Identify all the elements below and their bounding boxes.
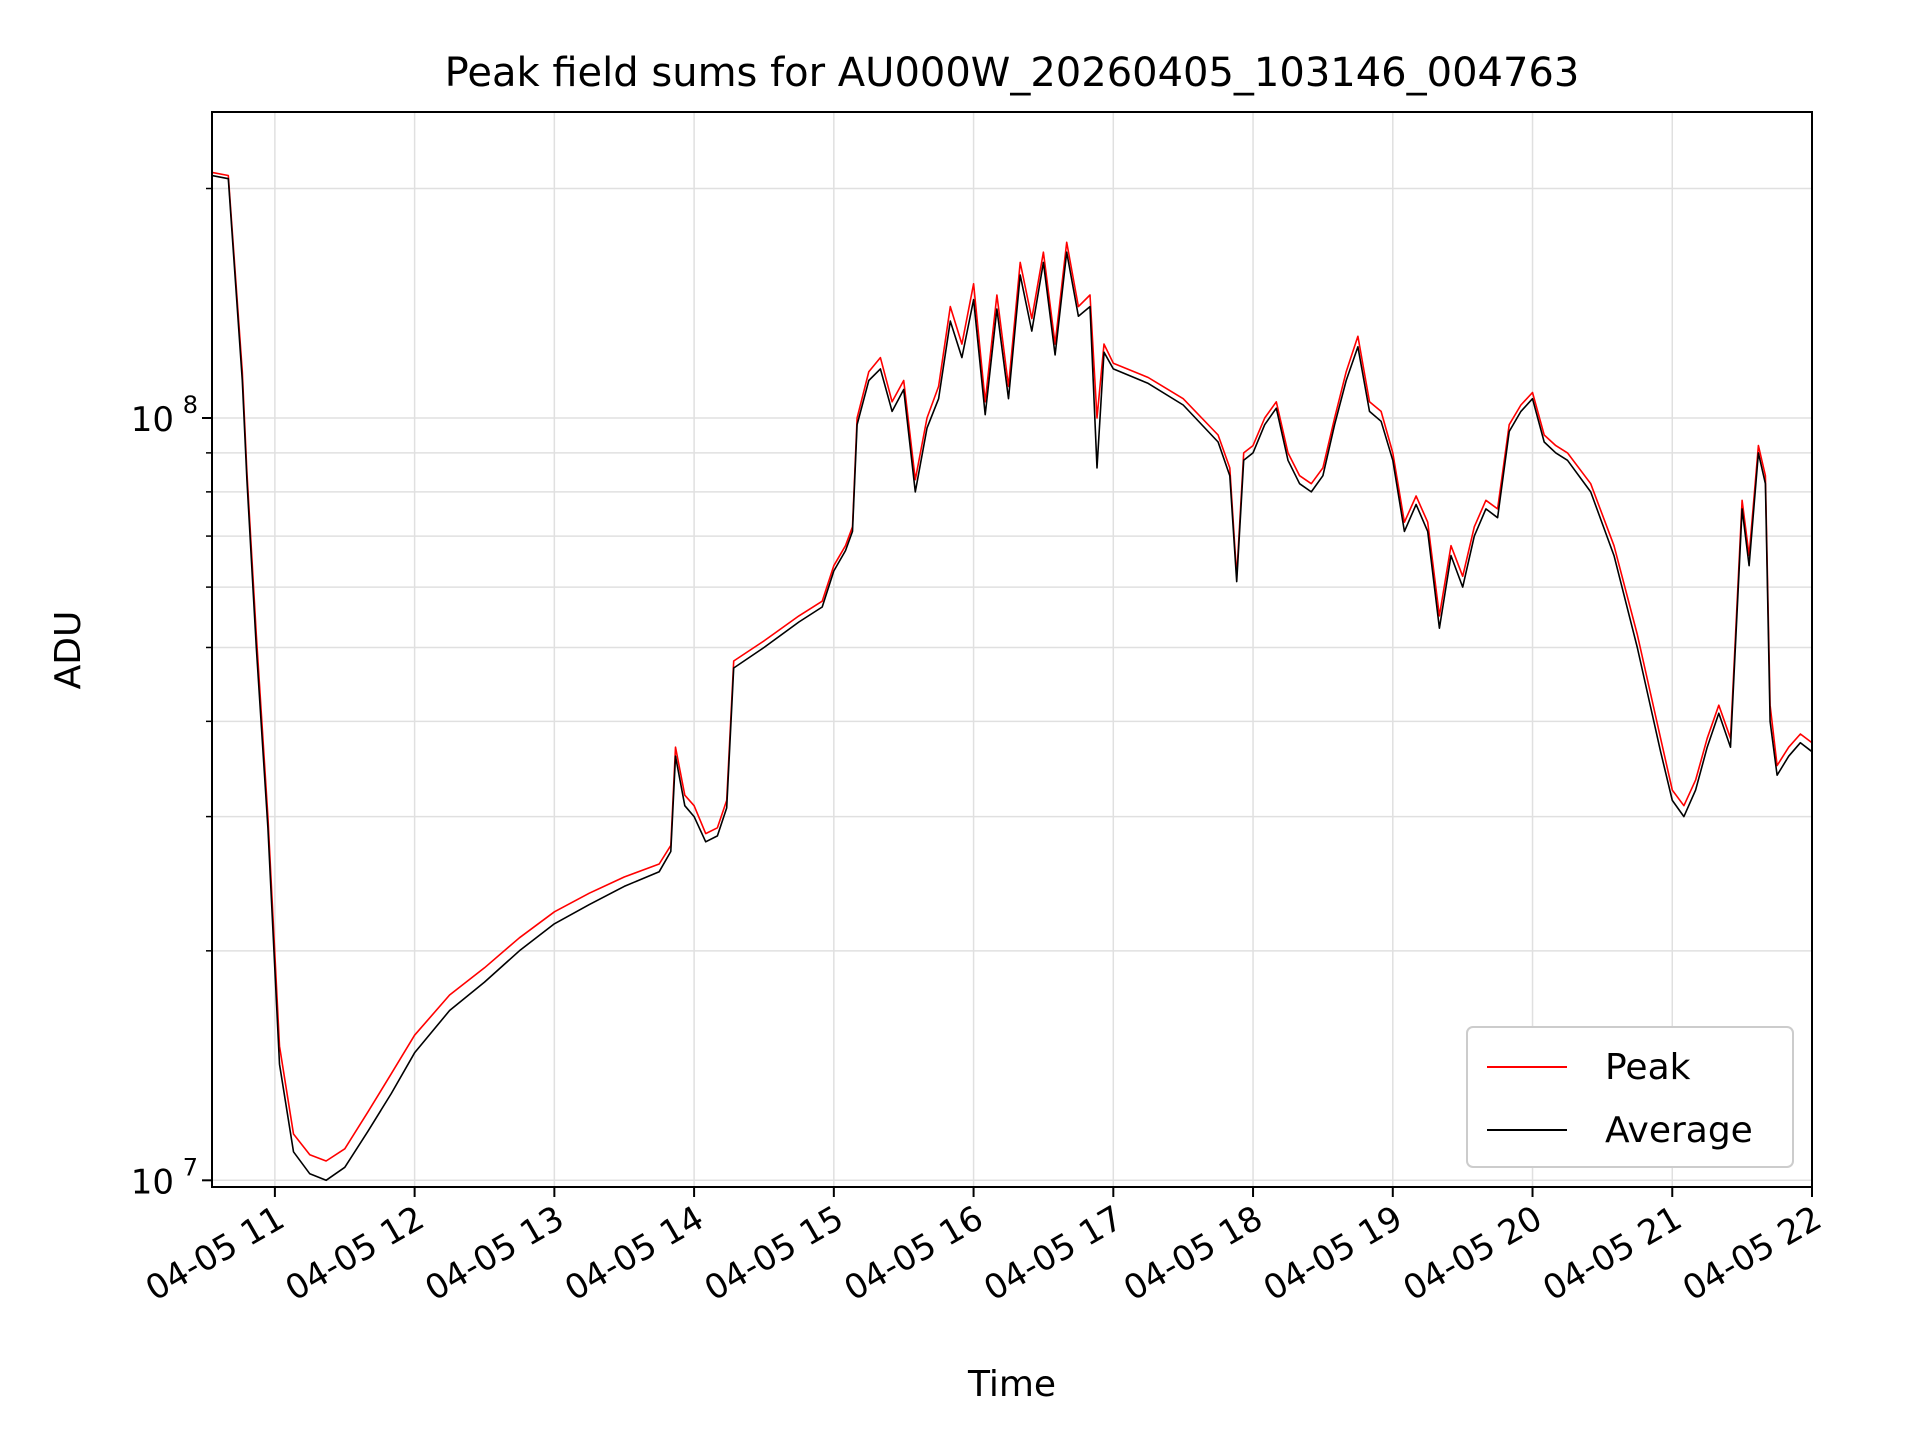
legend-label-average: Average (1605, 1110, 1753, 1151)
y-axis-ticks: 10 7 10 8 (131, 187, 212, 1202)
plot-area-frame (211, 111, 1813, 1188)
series-line-peak (212, 171, 1812, 1162)
series-lines (212, 171, 1812, 1182)
x-axis-label: Time (967, 1364, 1056, 1405)
legend: Peak Average (1466, 1026, 1794, 1168)
y-tick-base: 10 (131, 400, 174, 440)
series-line-average (212, 174, 1812, 1182)
y-tick-exponent: 8 (183, 391, 198, 419)
grid-lines (212, 112, 1813, 1187)
chart-title: Peak field sums for AU000W_20260405_1031… (445, 50, 1580, 96)
legend-label-peak: Peak (1605, 1047, 1691, 1088)
y-tick-exponent: 7 (183, 1153, 198, 1181)
y-tick-label: 10 (131, 400, 174, 440)
y-tick-base: 10 (131, 1162, 174, 1202)
y-axis-label: ADU (48, 611, 89, 690)
y-tick-label: 10 (131, 1162, 174, 1202)
legend-box (1466, 1026, 1794, 1168)
